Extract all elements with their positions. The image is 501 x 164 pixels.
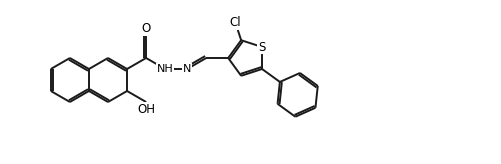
Text: N: N [182,64,191,74]
Text: S: S [258,41,265,53]
Text: NH: NH [156,64,173,74]
Text: Cl: Cl [229,16,240,29]
Text: OH: OH [137,103,155,116]
Text: O: O [141,22,150,35]
